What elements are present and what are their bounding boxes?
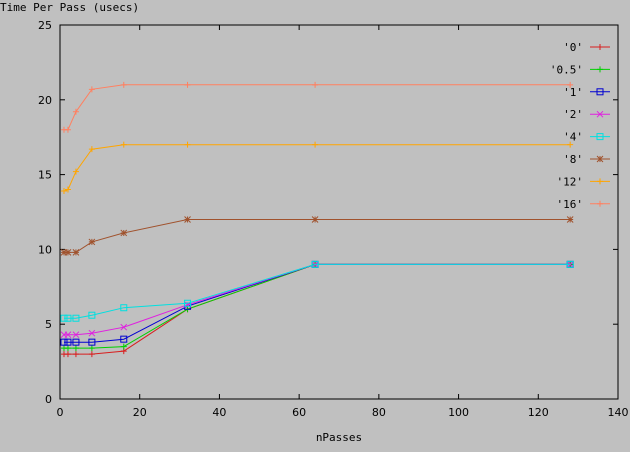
legend-marker [596,133,604,141]
legend-label: '12' [557,175,584,188]
data-point [88,345,95,352]
data-point [72,168,79,175]
data-point [64,249,72,256]
data-point [64,351,71,358]
data-point [60,338,68,346]
data-point [64,345,71,352]
data-point [184,81,191,88]
series-line [64,263,571,343]
data-point [120,141,127,148]
data-point [64,314,72,322]
legend-label: '0' [563,41,583,54]
data-point [72,345,79,352]
x-tick-label: 80 [372,406,386,419]
series-6 [60,141,574,195]
series-5 [60,216,574,256]
legend-marker [596,88,604,96]
series-line [64,263,571,355]
data-point [64,338,72,346]
data-point [60,188,67,195]
data-point [88,86,95,93]
legend-label: '0.5' [550,63,583,76]
data-point [120,229,128,237]
y-tick-label: 5 [45,318,52,331]
data-point [184,141,191,148]
series-line [64,84,571,131]
x-tick-label: 60 [292,406,306,419]
data-point [72,249,80,256]
x-axis-title: nPasses [316,431,362,444]
data-point [120,343,127,350]
series-7 [60,81,574,133]
data-point [88,311,96,319]
legend-label: '16' [557,198,584,211]
data-point [120,335,128,343]
data-point [566,260,574,268]
data-point [72,338,80,346]
data-point [88,146,95,153]
legend: '0' '0.5' '1' '2' '4' '8' '12' '16' [550,41,610,211]
series-4 [60,260,574,322]
y-tick-label: 10 [38,243,52,256]
legend-label: '1' [563,86,583,99]
data-point [120,323,128,331]
series-0 [60,261,574,358]
data-point [311,216,319,223]
x-tick-label: 140 [608,406,629,419]
plot-frame [59,24,619,400]
series-line [63,144,571,192]
legend-marker [596,110,604,118]
y-axis-title: Time Per Pass (usecs) [0,1,139,14]
y-tick-label: 20 [38,94,52,107]
x-tick-label: 40 [212,406,226,419]
data-point [120,304,128,312]
data-point [60,314,68,322]
legend-marker [596,155,604,163]
series-layer [60,81,574,358]
data-point [566,216,574,223]
x-tick-label: 20 [133,406,147,419]
series-3 [60,261,574,339]
legend-marker [597,178,603,185]
data-point [64,126,71,133]
data-point [60,249,68,256]
data-point [72,314,80,322]
data-point [184,299,192,307]
legend-label: '2' [563,108,583,121]
data-point [72,108,79,115]
data-point [72,351,79,358]
y-tick-label: 15 [38,169,52,182]
series-line [64,219,571,253]
x-tick-label: 120 [528,406,549,419]
legend-marker [597,200,603,207]
axis-ticks: 0 20 40 60 80 100 120 140 0 5 10 15 20 25 [38,19,629,419]
data-point [567,141,574,148]
data-point [64,331,72,339]
data-point [312,81,319,88]
data-point [311,260,319,268]
legend-marker [597,66,603,73]
data-point [72,331,80,339]
y-tick-label: 0 [45,393,52,406]
legend-label: '8' [563,153,583,166]
data-point [567,81,574,88]
data-point [88,329,96,337]
x-tick-label: 100 [448,406,469,419]
data-point [312,141,319,148]
series-line [64,263,571,336]
x-tick-label: 0 [57,406,64,419]
data-point [64,186,71,193]
legend-label: '4' [563,131,583,144]
data-point [88,338,96,346]
series-line [64,263,571,319]
data-point [88,351,95,358]
data-point [184,216,191,223]
data-point [120,81,127,88]
series-2 [60,260,574,346]
data-point [88,238,96,246]
y-tick-label: 25 [38,19,52,32]
legend-marker [597,44,603,50]
